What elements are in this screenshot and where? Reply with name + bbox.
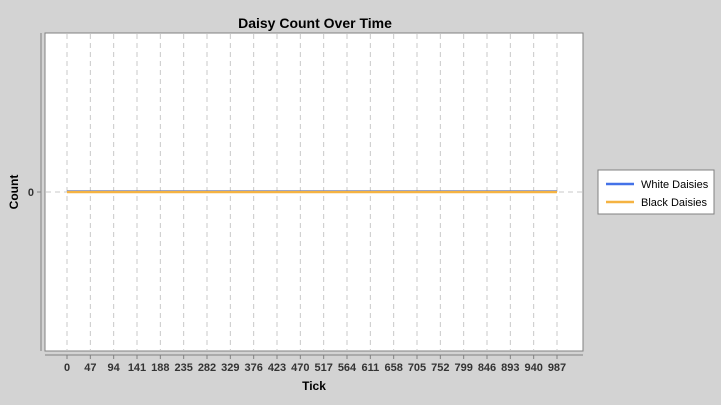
x-tick-label: 235 — [174, 362, 192, 374]
x-tick-label: 47 — [84, 362, 96, 374]
x-tick-label: 141 — [128, 362, 146, 374]
x-tick-label: 188 — [151, 362, 169, 374]
x-tick-label: 846 — [478, 362, 496, 374]
x-tick-label: 282 — [198, 362, 216, 374]
y-axis-label: Count — [7, 175, 21, 210]
y-tick-label: 0 — [28, 187, 34, 199]
x-tick-label: 329 — [221, 362, 239, 374]
legend-label: Black Daisies — [641, 197, 708, 209]
series-lines — [67, 190, 557, 194]
x-axis-ticks: 0 47 94 141 188 235 282 329 376 423 470 517 564 611 65… — [64, 355, 566, 374]
x-tick-label: 940 — [524, 362, 542, 374]
legend: White Daisies Black Daisies — [597, 169, 715, 215]
x-tick-label: 517 — [314, 362, 332, 374]
x-tick-label: 376 — [244, 362, 262, 374]
x-tick-label: 705 — [408, 362, 426, 374]
y-axis-ticks: 0 — [28, 187, 41, 199]
chart-title: Daisy Count Over Time — [238, 15, 392, 31]
x-tick-label: 564 — [338, 362, 357, 374]
x-tick-label: 0 — [64, 362, 70, 374]
x-tick-label: 94 — [108, 362, 121, 374]
x-tick-label: 987 — [548, 362, 566, 374]
legend-box — [597, 169, 715, 215]
x-tick-label: 423 — [268, 362, 286, 374]
x-tick-label: 893 — [501, 362, 519, 374]
x-tick-label: 799 — [454, 362, 472, 374]
x-tick-label: 658 — [384, 362, 402, 374]
legend-label: White Daisies — [641, 179, 709, 191]
x-tick-label: 470 — [291, 362, 309, 374]
x-tick-label: 752 — [431, 362, 449, 374]
x-tick-label: 611 — [361, 362, 379, 374]
x-axis-label: Tick — [302, 379, 326, 393]
